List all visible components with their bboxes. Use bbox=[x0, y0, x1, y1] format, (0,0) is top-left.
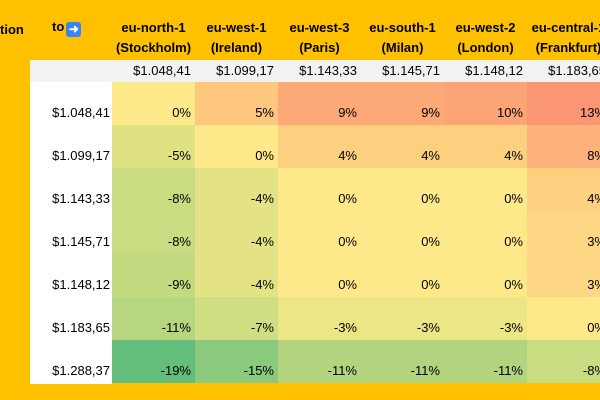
heatmap-cell[interactable]: -3% bbox=[278, 297, 361, 340]
column-city: (Paris) bbox=[299, 40, 340, 55]
heatmap-cell[interactable]: 9% bbox=[278, 82, 361, 125]
column-region: eu-west-2 bbox=[455, 20, 516, 35]
column-price: $1.099,17 bbox=[216, 63, 274, 78]
header-left-label: tion bbox=[0, 22, 24, 37]
heatmap-cell[interactable]: 4% bbox=[527, 168, 600, 211]
heatmap-cell[interactable]: -8% bbox=[527, 340, 600, 383]
row-label: $1.099,17 bbox=[52, 148, 110, 163]
column-price: $1.183,65 bbox=[548, 63, 600, 78]
column-city: (Milan) bbox=[381, 40, 424, 55]
column-header-eu-central-1: eu-central-1 (Frankfurt) bbox=[527, 18, 600, 62]
column-header-eu-west-3: eu-west-3 (Paris) bbox=[278, 18, 361, 62]
heatmap-cell[interactable]: -11% bbox=[361, 340, 444, 383]
heatmap-cell[interactable]: 4% bbox=[444, 125, 527, 168]
heatmap-cell[interactable]: -11% bbox=[112, 297, 195, 340]
heatmap-cell[interactable]: -15% bbox=[195, 340, 278, 383]
heatmap-cell[interactable]: -11% bbox=[278, 340, 361, 383]
heatmap-cell[interactable]: 0% bbox=[444, 168, 527, 211]
heatmap-cell[interactable]: 8% bbox=[527, 125, 600, 168]
column-price: $1.145,71 bbox=[382, 63, 440, 78]
heatmap-cell[interactable]: 0% bbox=[361, 168, 444, 211]
heatmap-cell[interactable]: -3% bbox=[361, 297, 444, 340]
header-to-label-wrap: to ➜ bbox=[52, 17, 82, 37]
heatmap-cell[interactable]: 5% bbox=[195, 82, 278, 125]
heatmap-cell[interactable]: -8% bbox=[112, 168, 195, 211]
column-city: (Stockholm) bbox=[115, 40, 192, 55]
heatmap-cell[interactable]: -5% bbox=[112, 125, 195, 168]
column-region: eu-north-1 bbox=[121, 20, 186, 35]
heatmap-cell[interactable]: 4% bbox=[361, 125, 444, 168]
column-region: eu-south-1 bbox=[369, 20, 436, 35]
heatmap-cell[interactable]: -7% bbox=[195, 297, 278, 340]
column-city: (Ireland) bbox=[210, 40, 263, 55]
heatmap-cell[interactable]: 13% bbox=[527, 82, 600, 125]
heatmap-cell[interactable]: -11% bbox=[444, 340, 527, 383]
column-price: $1.048,41 bbox=[133, 63, 191, 78]
heatmap-cell[interactable]: -8% bbox=[112, 211, 195, 254]
column-price: $1.143,33 bbox=[299, 63, 357, 78]
heatmap-cell[interactable]: 0% bbox=[444, 254, 527, 297]
heatmap-cell[interactable]: 0% bbox=[361, 254, 444, 297]
heatmap-cell[interactable]: 0% bbox=[278, 211, 361, 254]
column-region: eu-west-1 bbox=[206, 20, 267, 35]
column-region: eu-central-1 bbox=[531, 20, 600, 35]
row-label: $1.145,71 bbox=[52, 234, 110, 249]
row-label: $1.183,65 bbox=[52, 320, 110, 335]
row-label: $1.148,12 bbox=[52, 277, 110, 292]
column-header-eu-south-1: eu-south-1 (Milan) bbox=[361, 18, 444, 62]
column-header-eu-west-1: eu-west-1 (Ireland) bbox=[195, 18, 278, 62]
heatmap-cell[interactable]: -4% bbox=[195, 168, 278, 211]
heatmap-cell[interactable]: -4% bbox=[195, 254, 278, 297]
heatmap-cell[interactable]: -3% bbox=[444, 297, 527, 340]
column-price: $1.148,12 bbox=[465, 63, 523, 78]
heatmap-cell[interactable]: 0% bbox=[195, 125, 278, 168]
column-region: eu-west-3 bbox=[289, 20, 350, 35]
heatmap-cell[interactable]: 10% bbox=[444, 82, 527, 125]
heatmap-cell[interactable]: 0% bbox=[444, 211, 527, 254]
row-label: $1.143,33 bbox=[52, 191, 110, 206]
heatmap-cell[interactable]: -4% bbox=[195, 211, 278, 254]
right-arrow-icon: ➜ bbox=[66, 22, 82, 37]
heatmap-cell[interactable]: -9% bbox=[112, 254, 195, 297]
header-to-label: to bbox=[52, 19, 65, 34]
heatmap-cell[interactable]: 3% bbox=[527, 211, 600, 254]
column-header-eu-west-2: eu-west-2 (London) bbox=[444, 18, 527, 62]
heatmap-cell[interactable]: 0% bbox=[278, 168, 361, 211]
heatmap-cell[interactable]: 9% bbox=[361, 82, 444, 125]
column-city: (Frankfurt) bbox=[535, 40, 600, 55]
heatmap-cell[interactable]: 4% bbox=[278, 125, 361, 168]
heatmap-cell[interactable]: -19% bbox=[112, 340, 195, 383]
row-label-area bbox=[30, 82, 112, 384]
column-price-bar bbox=[30, 60, 600, 82]
column-header-eu-north-1: eu-north-1 (Stockholm) bbox=[112, 18, 195, 62]
column-city: (London) bbox=[457, 40, 514, 55]
heatmap-cell[interactable]: 0% bbox=[278, 254, 361, 297]
heatmap-cell[interactable]: 0% bbox=[112, 82, 195, 125]
heatmap-cell[interactable]: 3% bbox=[527, 254, 600, 297]
heatmap-cell[interactable]: 0% bbox=[527, 297, 600, 340]
row-label: $1.048,41 bbox=[52, 105, 110, 120]
heatmap-cell[interactable]: 0% bbox=[361, 211, 444, 254]
row-label: $1.288,37 bbox=[52, 363, 110, 378]
